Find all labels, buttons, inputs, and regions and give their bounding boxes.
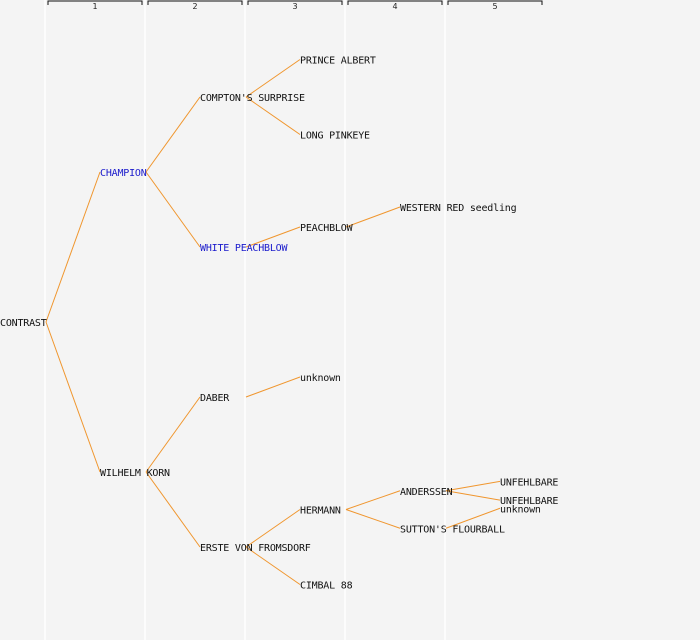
pedigree-edge (245, 96, 301, 135)
pedigree-edge (145, 171, 201, 248)
pedigree-node[interactable]: UNFEHLBARE (500, 496, 559, 507)
pedigree-edge (145, 96, 201, 173)
pedigree-edge (245, 226, 301, 248)
pedigree-node[interactable]: WESTERN RED seedling (400, 203, 517, 214)
generation-bracket (347, 0, 443, 5)
pedigree-edge (45, 171, 101, 323)
pedigree-edge (245, 546, 301, 585)
pedigree-node[interactable]: HERMANN (300, 506, 341, 517)
generation-bracket (247, 0, 343, 5)
pedigree-node[interactable]: UNFEHLBARE (500, 477, 559, 488)
tree-edges (45, 59, 501, 585)
pedigree-edge (145, 471, 201, 548)
pedigree-node[interactable]: CHAMPION (100, 168, 147, 179)
generation-bracket (147, 0, 243, 5)
tree-labels: CONTRAST CHAMPION COMPTON'S SURPRISE PRINCE… (0, 56, 559, 592)
pedigree-node[interactable]: PEACHBLOW (300, 223, 354, 234)
pedigree-node[interactable]: DABER (200, 393, 230, 404)
generation-number: 1 (92, 2, 97, 11)
pedigree-node[interactable]: unknown (300, 373, 341, 384)
pedigree-edge (245, 509, 301, 548)
generation-number: 5 (492, 2, 497, 11)
pedigree-node[interactable]: SUTTON'S FLOURBALL (400, 524, 505, 535)
generation-bracket (447, 0, 543, 5)
pedigree-edge (245, 376, 301, 398)
pedigree-edge (445, 480, 501, 492)
pedigree-edge (245, 59, 301, 98)
pedigree-node[interactable]: ERSTE VON FROMSDORF (200, 543, 311, 554)
pedigree-node[interactable]: unknown (500, 504, 541, 515)
pedigree-edge (45, 321, 101, 473)
pedigree-edge (145, 396, 201, 473)
generation-header: 1 2 3 4 5 (47, 0, 543, 11)
pedigree-node[interactable]: CIMBAL 88 (300, 581, 353, 592)
pedigree-node[interactable]: WILHELM KORN (100, 468, 170, 479)
pedigree-node[interactable]: COMPTON'S SURPRISE (200, 93, 305, 104)
pedigree-edge (445, 507, 501, 529)
column-dividers (44, 0, 446, 640)
generation-number: 4 (392, 2, 397, 11)
pedigree-edge (345, 509, 401, 529)
pedigree-edge (345, 490, 401, 510)
pedigree-node[interactable]: CONTRAST (0, 318, 47, 329)
generation-number: 3 (292, 2, 297, 11)
pedigree-edge (345, 206, 401, 228)
generation-bracket (47, 0, 143, 5)
pedigree-node[interactable]: PRINCE ALBERT (300, 56, 376, 67)
pedigree-node[interactable]: WHITE PEACHBLOW (200, 243, 289, 254)
pedigree-node[interactable]: LONG PINKEYE (300, 131, 370, 142)
generation-number: 2 (192, 2, 197, 11)
pedigree-node[interactable]: ANDERSSEN (400, 487, 453, 498)
pedigree-edge (445, 490, 501, 501)
